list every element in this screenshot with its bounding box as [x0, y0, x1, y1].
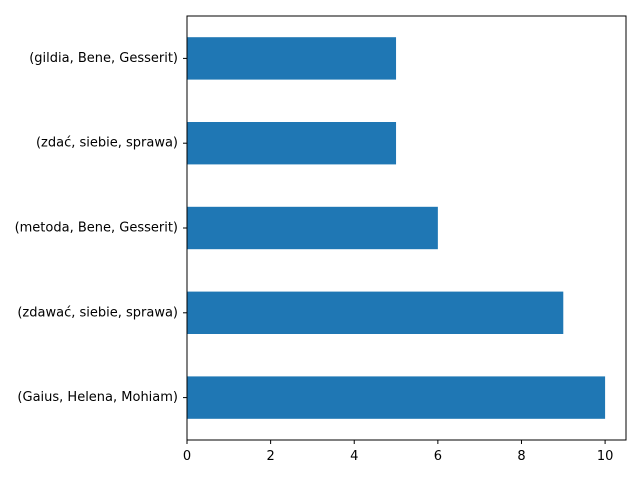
y-tick-label: (gildia, Bene, Gesserit) — [29, 51, 178, 66]
bar-1 — [187, 122, 397, 165]
bar-0 — [187, 37, 397, 80]
y-tick-label: (zdać, siebie, sprawa) — [36, 136, 178, 151]
x-axis-ticks: 0 2 4 6 8 10 — [183, 440, 614, 464]
bars-group — [187, 37, 606, 419]
y-tick-label: (zdawać, siebie, sprawa) — [17, 305, 178, 320]
bar-3 — [187, 291, 564, 334]
bar-4 — [187, 376, 606, 419]
y-tick-label: (metoda, Bene, Gesserit) — [15, 221, 178, 236]
x-tick-label: 10 — [597, 449, 614, 464]
x-tick-label: 2 — [266, 449, 274, 464]
plot-frame — [186, 15, 627, 441]
x-tick-label: 0 — [183, 449, 191, 464]
bar-2 — [187, 206, 438, 250]
y-tick-label: (Gaius, Helena, Mohiam) — [17, 390, 178, 405]
x-tick-label: 8 — [517, 449, 525, 464]
x-tick-label: 6 — [434, 449, 442, 464]
y-axis-ticks: (gildia, Bene, Gesserit) (zdać, siebie, s… — [15, 51, 187, 405]
x-tick-label: 4 — [350, 449, 358, 464]
